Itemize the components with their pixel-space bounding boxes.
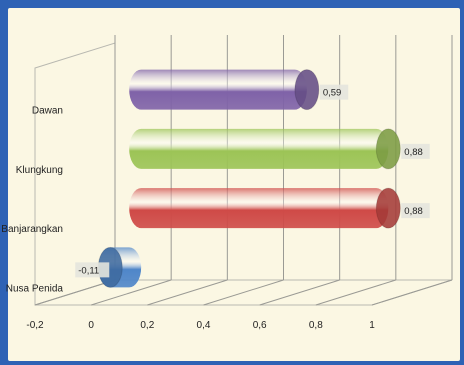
bar-cap-shade <box>294 69 319 110</box>
data-label-bg <box>319 84 349 100</box>
bar-cap <box>375 128 401 170</box>
data-label-bg <box>75 262 110 278</box>
data-label: 0,88 <box>404 206 423 217</box>
data-label: -0,11 <box>78 265 99 276</box>
bar-cap-shade <box>376 128 401 169</box>
data-labels: -0,11 0,88 0,88 0,59 <box>75 84 430 278</box>
category-labels: Nusa Penida Banjarangkan Klungkung Dawan <box>1 106 63 295</box>
floor-gridline <box>34 279 116 306</box>
x-tick-label: -0,2 <box>26 320 44 331</box>
floor-gridline <box>371 279 453 306</box>
bar-cap <box>294 69 320 111</box>
x-axis-ticks: -0,2 0 0,2 0,4 0,6 0,8 1 <box>26 320 375 331</box>
x-tick-label: 0 <box>88 320 94 331</box>
data-label: 0,88 <box>404 147 423 158</box>
category-label: Klungkung <box>16 165 63 176</box>
bar-dawan <box>129 69 320 111</box>
category-label: Nusa Penida <box>6 283 64 294</box>
category-label: Dawan <box>32 106 63 117</box>
floor-gridline <box>315 279 396 306</box>
x-tick-label: 0,4 <box>197 320 211 331</box>
chart-area <box>8 8 460 361</box>
x-tick-label: 1 <box>369 320 375 331</box>
category-label: Banjarangkan <box>1 224 63 235</box>
bar-body <box>129 188 389 229</box>
bar-cap-shade <box>376 188 401 229</box>
floor-gridline <box>91 279 172 306</box>
x-tick-label: 0,2 <box>140 320 154 331</box>
data-label-bg <box>401 203 430 219</box>
x-tick-label: 0,6 <box>253 320 267 331</box>
floor-gridline <box>147 279 228 306</box>
data-label: 0,59 <box>323 88 342 99</box>
x-tick-label: 0,8 <box>309 320 323 331</box>
bar-body <box>129 69 307 110</box>
bar-body <box>129 128 389 169</box>
bars <box>97 69 401 288</box>
bar-banjarangkan <box>129 187 401 229</box>
floor-gridline <box>203 279 284 306</box>
bar-klungkung <box>129 128 401 170</box>
bar-cap <box>375 187 401 229</box>
data-label-bg <box>401 143 430 159</box>
floor-gridline <box>259 279 340 306</box>
